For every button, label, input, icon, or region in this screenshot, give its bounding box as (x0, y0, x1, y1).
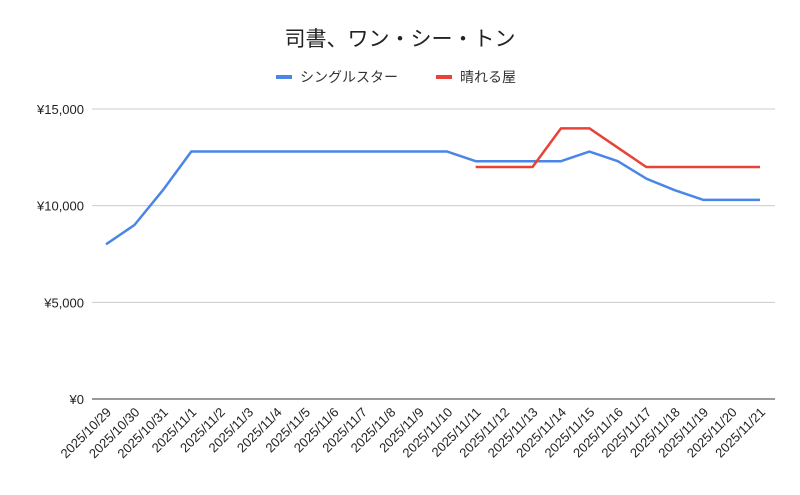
legend-label-single-star: シングルスター (300, 70, 398, 86)
y-tick-label: ¥10,000 (36, 199, 84, 214)
chart-title: 司書、ワン・シー・トン (285, 27, 516, 51)
series-line-hareruya (475, 127, 760, 169)
y-tick-label: ¥5,000 (43, 295, 84, 310)
x-axis: 2025/10/292025/10/302025/10/312025/11/12… (57, 405, 768, 462)
y-axis: ¥0 ¥5,000 ¥10,000 ¥15,000 (36, 102, 84, 407)
legend-label-hareruya: 晴れる屋 (460, 70, 516, 86)
y-tick-label: ¥15,000 (36, 102, 84, 117)
series-line-single-star (105, 150, 760, 246)
gridlines (92, 108, 775, 400)
y-tick-label: ¥0 (69, 392, 84, 407)
series-lines (105, 127, 760, 246)
legend: シングルスター 晴れる屋 (276, 70, 516, 86)
